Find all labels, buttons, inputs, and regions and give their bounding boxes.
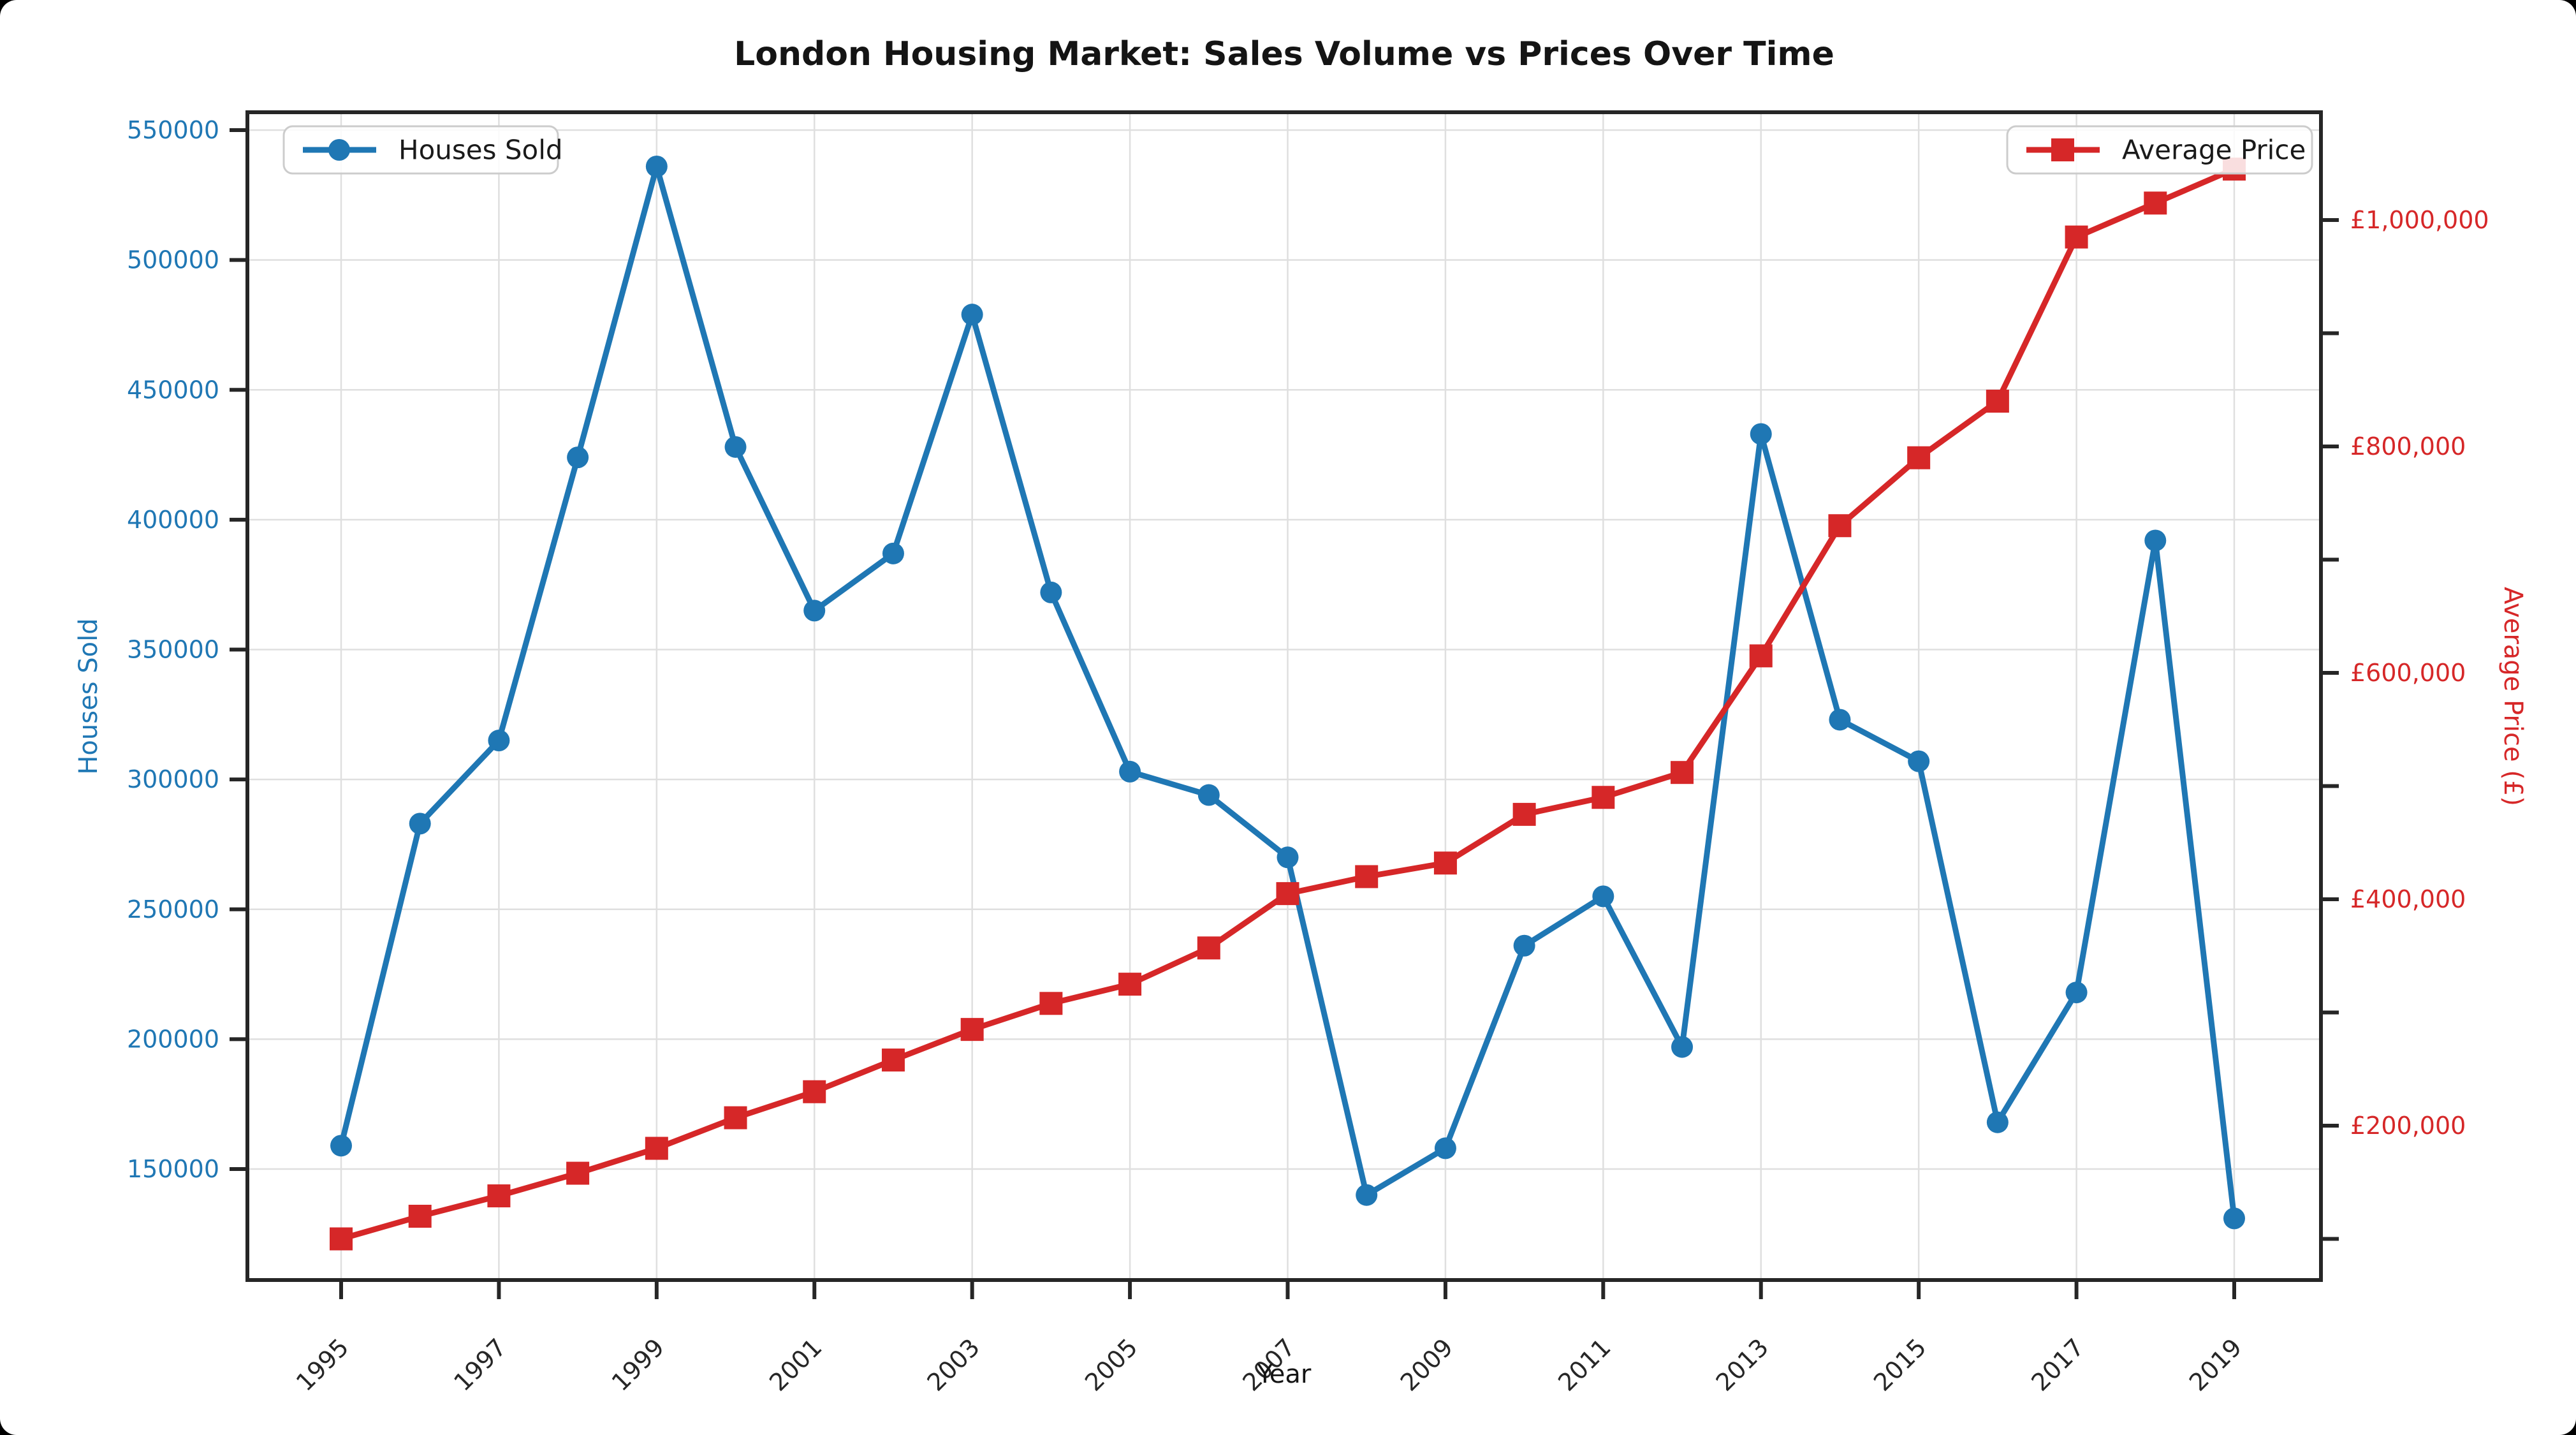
houses-sold-point-2019 xyxy=(2223,1207,2245,1230)
x-tick-label: 1997 xyxy=(448,1333,512,1397)
y-tick-label-left: 200000 xyxy=(127,1025,219,1053)
average-price-point-2010 xyxy=(1512,802,1536,826)
average-price-point-1996 xyxy=(408,1205,432,1228)
x-tick-label: 2005 xyxy=(1079,1333,1143,1397)
gridlines xyxy=(247,112,2321,1280)
y-axis-label-right: Average Price (£) xyxy=(2498,587,2528,806)
average-price-point-2007 xyxy=(1276,882,1299,906)
average-price-point-2015 xyxy=(1907,446,1931,469)
legends: Houses Sold Average Price xyxy=(282,125,2313,175)
axes: 150000 200000 250000 300000 350000 400000 4500… xyxy=(127,110,2489,1397)
x-tick-label: 2009 xyxy=(1395,1333,1459,1397)
average-price-point-2011 xyxy=(1592,786,1615,809)
x-tick-label: 2011 xyxy=(1553,1333,1616,1397)
y-tick-label-left: 300000 xyxy=(127,765,219,793)
average-price-point-2016 xyxy=(1986,390,2009,413)
average-price-point-2017 xyxy=(2065,225,2088,249)
houses-sold-point-2010 xyxy=(1513,934,1535,957)
houses-sold-point-2000 xyxy=(724,436,747,458)
houses-sold-point-2005 xyxy=(1119,760,1141,783)
average-price-point-2008 xyxy=(1355,865,1379,888)
x-tick-label: 1999 xyxy=(606,1333,670,1397)
legend-square-marker-icon xyxy=(2051,138,2074,161)
y-tick-label-left: 350000 xyxy=(127,636,219,664)
average-price-point-2001 xyxy=(803,1080,826,1103)
y-axis-label-left: Houses Sold xyxy=(74,618,103,774)
houses-sold-point-2013 xyxy=(1750,423,1772,445)
houses-sold-point-2007 xyxy=(1277,846,1299,869)
houses-sold-point-1999 xyxy=(645,156,668,178)
houses-sold-point-2012 xyxy=(1671,1036,1694,1058)
houses-sold-point-1996 xyxy=(409,813,431,835)
houses-sold-point-2018 xyxy=(2144,529,2167,552)
y-tick-label-left: 500000 xyxy=(127,246,219,274)
houses-sold-point-2011 xyxy=(1592,885,1614,908)
legend-average-price-label: Average Price xyxy=(2122,135,2306,166)
houses-sold-point-2008 xyxy=(1356,1184,1378,1206)
x-tick-label: 2017 xyxy=(2026,1333,2089,1397)
legend-houses-sold-label: Houses Sold xyxy=(399,135,563,166)
average-price-point-1998 xyxy=(566,1161,590,1185)
y-tick-label-left: 450000 xyxy=(127,376,219,404)
chart-title: London Housing Market: Sales Volume vs P… xyxy=(734,35,1834,73)
legend-houses-sold-box xyxy=(282,125,559,175)
average-price-point-2000 xyxy=(724,1106,747,1130)
average-price-point-2003 xyxy=(960,1018,984,1041)
average-price-point-2004 xyxy=(1039,992,1063,1015)
average-price-point-2018 xyxy=(2144,191,2167,215)
y-tick-label-left: 400000 xyxy=(127,506,219,534)
x-tick-label: 2001 xyxy=(764,1333,828,1397)
y-tick-label-left: 150000 xyxy=(127,1155,219,1183)
average-price-point-2005 xyxy=(1118,973,1142,996)
x-tick-label: 2019 xyxy=(2184,1333,2248,1397)
y-tick-label-right: £1,000,000 xyxy=(2350,206,2489,234)
houses-sold-point-1998 xyxy=(567,446,589,469)
houses-sold-point-2004 xyxy=(1040,581,1062,603)
legend-average-price-box xyxy=(2006,125,2313,175)
houses-sold-point-2006 xyxy=(1197,784,1220,806)
houses-sold-point-1997 xyxy=(488,730,510,752)
x-tick-label: 2015 xyxy=(1868,1333,1932,1397)
houses-sold-point-1995 xyxy=(330,1135,352,1157)
y-tick-label-left: 550000 xyxy=(127,116,219,144)
x-tick-label: 2003 xyxy=(922,1333,986,1397)
average-price-point-1997 xyxy=(487,1184,511,1208)
x-tick-label: 2013 xyxy=(1711,1333,1775,1397)
houses-sold-point-2001 xyxy=(803,600,826,622)
x-tick-label: 1995 xyxy=(291,1333,355,1397)
houses-sold-point-2003 xyxy=(961,304,983,326)
houses-sold-point-2015 xyxy=(1908,750,1930,772)
y-tick-label-right: £600,000 xyxy=(2350,659,2466,687)
y-tick-label-right: £800,000 xyxy=(2350,432,2466,460)
average-price-point-2014 xyxy=(1828,514,1852,538)
legend-circle-marker-icon xyxy=(328,139,350,161)
x-axis-label: Year xyxy=(1257,1360,1312,1389)
houses-sold-point-2016 xyxy=(1986,1111,2009,1133)
average-price-point-2009 xyxy=(1433,851,1457,875)
y-tick-label-right: £400,000 xyxy=(2350,885,2466,913)
houses-sold-point-2014 xyxy=(1829,709,1851,731)
average-price-point-2006 xyxy=(1197,936,1220,960)
houses-sold-point-2002 xyxy=(882,542,904,564)
y-tick-label-left: 250000 xyxy=(127,895,219,924)
average-price-point-1999 xyxy=(645,1137,668,1160)
houses-sold-point-2017 xyxy=(2065,982,2088,1004)
average-price-point-2002 xyxy=(881,1049,905,1072)
houses-sold-point-2009 xyxy=(1434,1137,1456,1159)
average-price-point-2012 xyxy=(1671,761,1694,784)
y-tick-label-right: £200,000 xyxy=(2350,1112,2466,1140)
average-price-point-2013 xyxy=(1749,644,1773,668)
plot-border xyxy=(245,110,2323,1282)
average-price-point-1995 xyxy=(330,1227,353,1251)
